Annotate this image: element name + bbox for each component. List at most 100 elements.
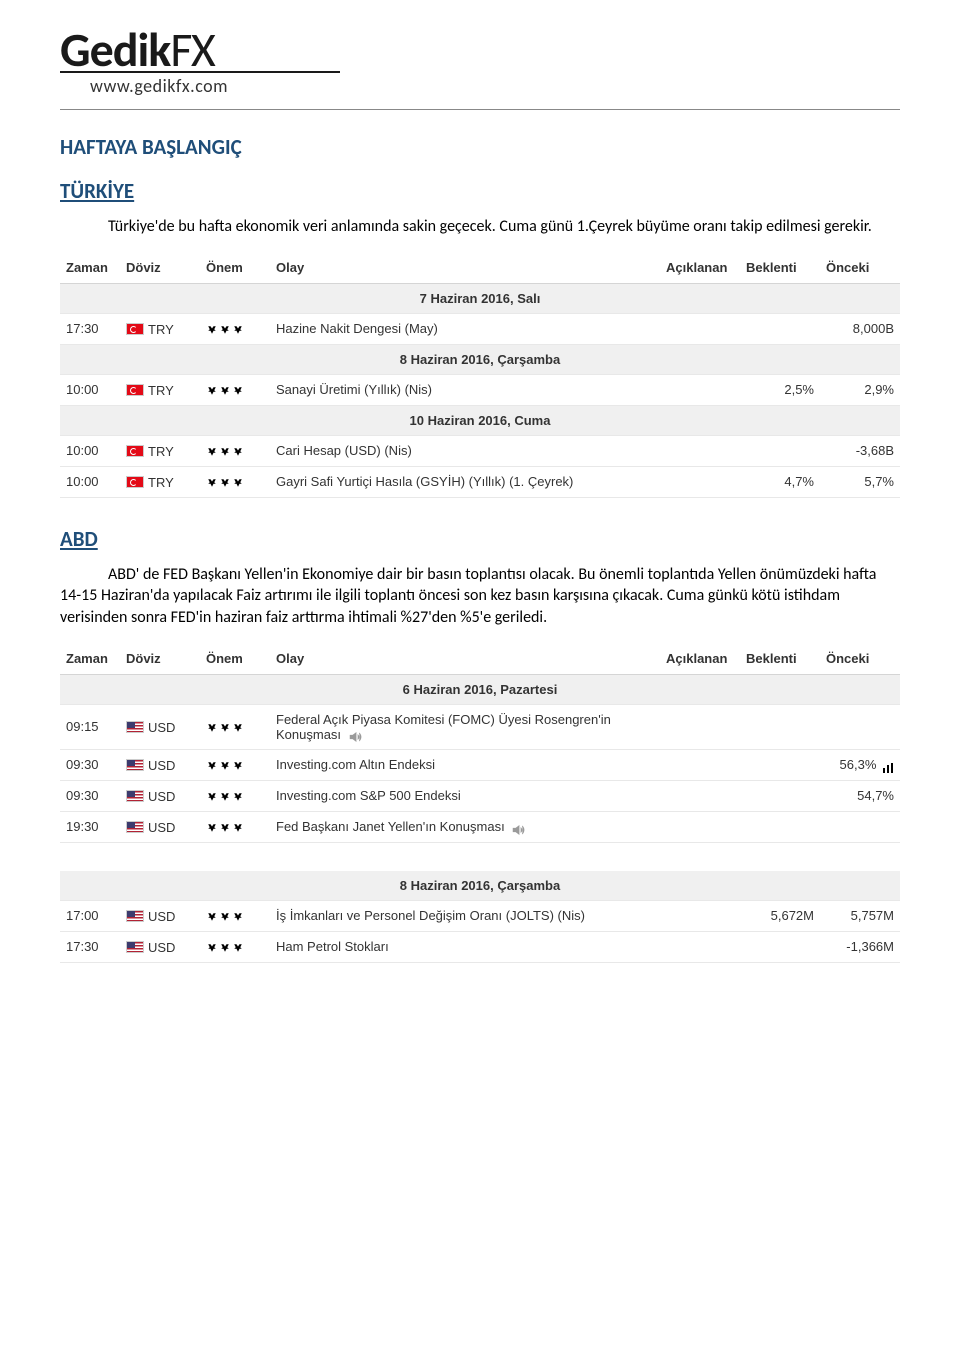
cell-time: 09:15 (60, 704, 120, 749)
currency-code: TRY (148, 475, 174, 490)
currency-code: USD (148, 940, 175, 955)
cell-importance (200, 900, 270, 931)
section: ABDABD' de FED Başkanı Yellen'in Ekonomi… (60, 526, 900, 963)
table-row: 17:00USDİş İmkanları ve Personel Değişim… (60, 900, 900, 931)
logo-suffix: FX (170, 20, 214, 79)
table-header-row: ZamanDövizÖnemOlayAçıklananBeklentiÖncek… (60, 643, 900, 675)
bull-icon (206, 385, 218, 397)
column-header: Olay (270, 643, 660, 675)
cell-forecast: 4,7% (740, 466, 820, 497)
section: TÜRKİYETürkiye'de bu hafta ekonomik veri… (60, 178, 900, 498)
importance-bulls (206, 719, 245, 734)
date-header: 10 Haziran 2016, Cuma (60, 405, 900, 435)
flag-us-icon (126, 790, 144, 802)
table-row: 17:30USDHam Petrol Stokları-1,366M (60, 931, 900, 962)
column-header: Önem (200, 643, 270, 675)
table-row: 09:30USDInvesting.com Altın Endeksi56,3% (60, 749, 900, 780)
cell-time: 19:30 (60, 811, 120, 842)
bull-icon (219, 446, 231, 458)
cell-event: Gayri Safi Yurtiçi Hasıla (GSYİH) (Yıllı… (270, 466, 660, 497)
bull-icon (219, 911, 231, 923)
cell-time: 10:00 (60, 466, 120, 497)
cell-actual (660, 749, 740, 780)
flag-tr-icon (126, 476, 144, 488)
paragraph: ABD' de FED Başkanı Yellen'in Ekonomiye … (60, 564, 900, 629)
importance-bulls (206, 939, 245, 954)
date-header-row: 10 Haziran 2016, Cuma (60, 405, 900, 435)
cell-forecast (740, 749, 820, 780)
cell-importance (200, 749, 270, 780)
cell-importance (200, 811, 270, 842)
cell-previous: 2,9% (820, 374, 900, 405)
bull-icon (206, 722, 218, 734)
bull-icon (219, 722, 231, 734)
flag-us-icon (126, 910, 144, 922)
economic-calendar-table: 8 Haziran 2016, Çarşamba17:00USDİş İmkan… (60, 871, 900, 963)
importance-bulls (206, 819, 245, 834)
economic-calendar-table: ZamanDövizÖnemOlayAçıklananBeklentiÖncek… (60, 643, 900, 843)
column-header: Önceki (820, 643, 900, 675)
bull-icon (232, 477, 244, 489)
cell-previous (820, 811, 900, 842)
cell-actual (660, 435, 740, 466)
date-header-row: 6 Haziran 2016, Pazartesi (60, 674, 900, 704)
cell-actual (660, 466, 740, 497)
date-header-row: 7 Haziran 2016, Salı (60, 283, 900, 313)
cell-forecast (740, 931, 820, 962)
cell-actual (660, 931, 740, 962)
cell-actual (660, 313, 740, 344)
table-header-row: ZamanDövizÖnemOlayAçıklananBeklentiÖncek… (60, 252, 900, 284)
bull-icon (206, 942, 218, 954)
importance-bulls (206, 757, 245, 772)
cell-currency: TRY (120, 466, 200, 497)
table-row: 10:00TRYCari Hesap (USD) (Nis)-3,68B (60, 435, 900, 466)
table-row: 09:15USDFederal Açık Piyasa Komitesi (FO… (60, 704, 900, 749)
cell-forecast (740, 811, 820, 842)
cell-forecast: 2,5% (740, 374, 820, 405)
cell-previous: 56,3% (820, 749, 900, 780)
cell-event: Sanayi Üretimi (Yıllık) (Nis) (270, 374, 660, 405)
table-row: 10:00TRYSanayi Üretimi (Yıllık) (Nis)2,5… (60, 374, 900, 405)
header-divider (60, 109, 900, 110)
bull-icon (232, 760, 244, 772)
bull-icon (232, 911, 244, 923)
importance-bulls (206, 908, 245, 923)
bull-icon (219, 760, 231, 772)
cell-forecast (740, 704, 820, 749)
column-header: Beklenti (740, 252, 820, 284)
date-header: 6 Haziran 2016, Pazartesi (60, 674, 900, 704)
table-row: 10:00 TRY Gayri Safi Yurtiçi Hasıla (GSYİH… (60, 466, 900, 497)
cell-forecast (740, 780, 820, 811)
cell-event: İş İmkanları ve Personel Değişim Oranı (… (270, 900, 660, 931)
cell-currency: USD (120, 931, 200, 962)
cell-time: 09:30 (60, 749, 120, 780)
table-row: 19:30USDFed Başkanı Janet Yellen'ın Konu… (60, 811, 900, 842)
bull-icon (206, 446, 218, 458)
cell-currency: USD (120, 811, 200, 842)
logo-text: GedikFX (60, 20, 900, 79)
currency-code: USD (148, 720, 175, 735)
section-title: TÜRKİYE (60, 178, 900, 204)
cell-time: 17:00 (60, 900, 120, 931)
cell-currency: USD (120, 780, 200, 811)
date-header: 8 Haziran 2016, Çarşamba (60, 871, 900, 901)
importance-bulls (206, 474, 245, 489)
cell-time: 17:30 (60, 313, 120, 344)
cell-actual (660, 900, 740, 931)
speaker-icon (349, 730, 363, 740)
currency-code: TRY (148, 322, 174, 337)
bull-icon (219, 324, 231, 336)
bull-icon (219, 942, 231, 954)
bull-icon (206, 822, 218, 834)
cell-currency: USD (120, 749, 200, 780)
cell-importance (200, 313, 270, 344)
cell-previous: 5,7% (820, 466, 900, 497)
bull-icon (232, 446, 244, 458)
column-header: Zaman (60, 643, 120, 675)
bull-icon (206, 760, 218, 772)
cell-importance (200, 374, 270, 405)
flag-us-icon (126, 821, 144, 833)
bull-icon (232, 324, 244, 336)
flag-us-icon (126, 721, 144, 733)
bull-icon (232, 791, 244, 803)
